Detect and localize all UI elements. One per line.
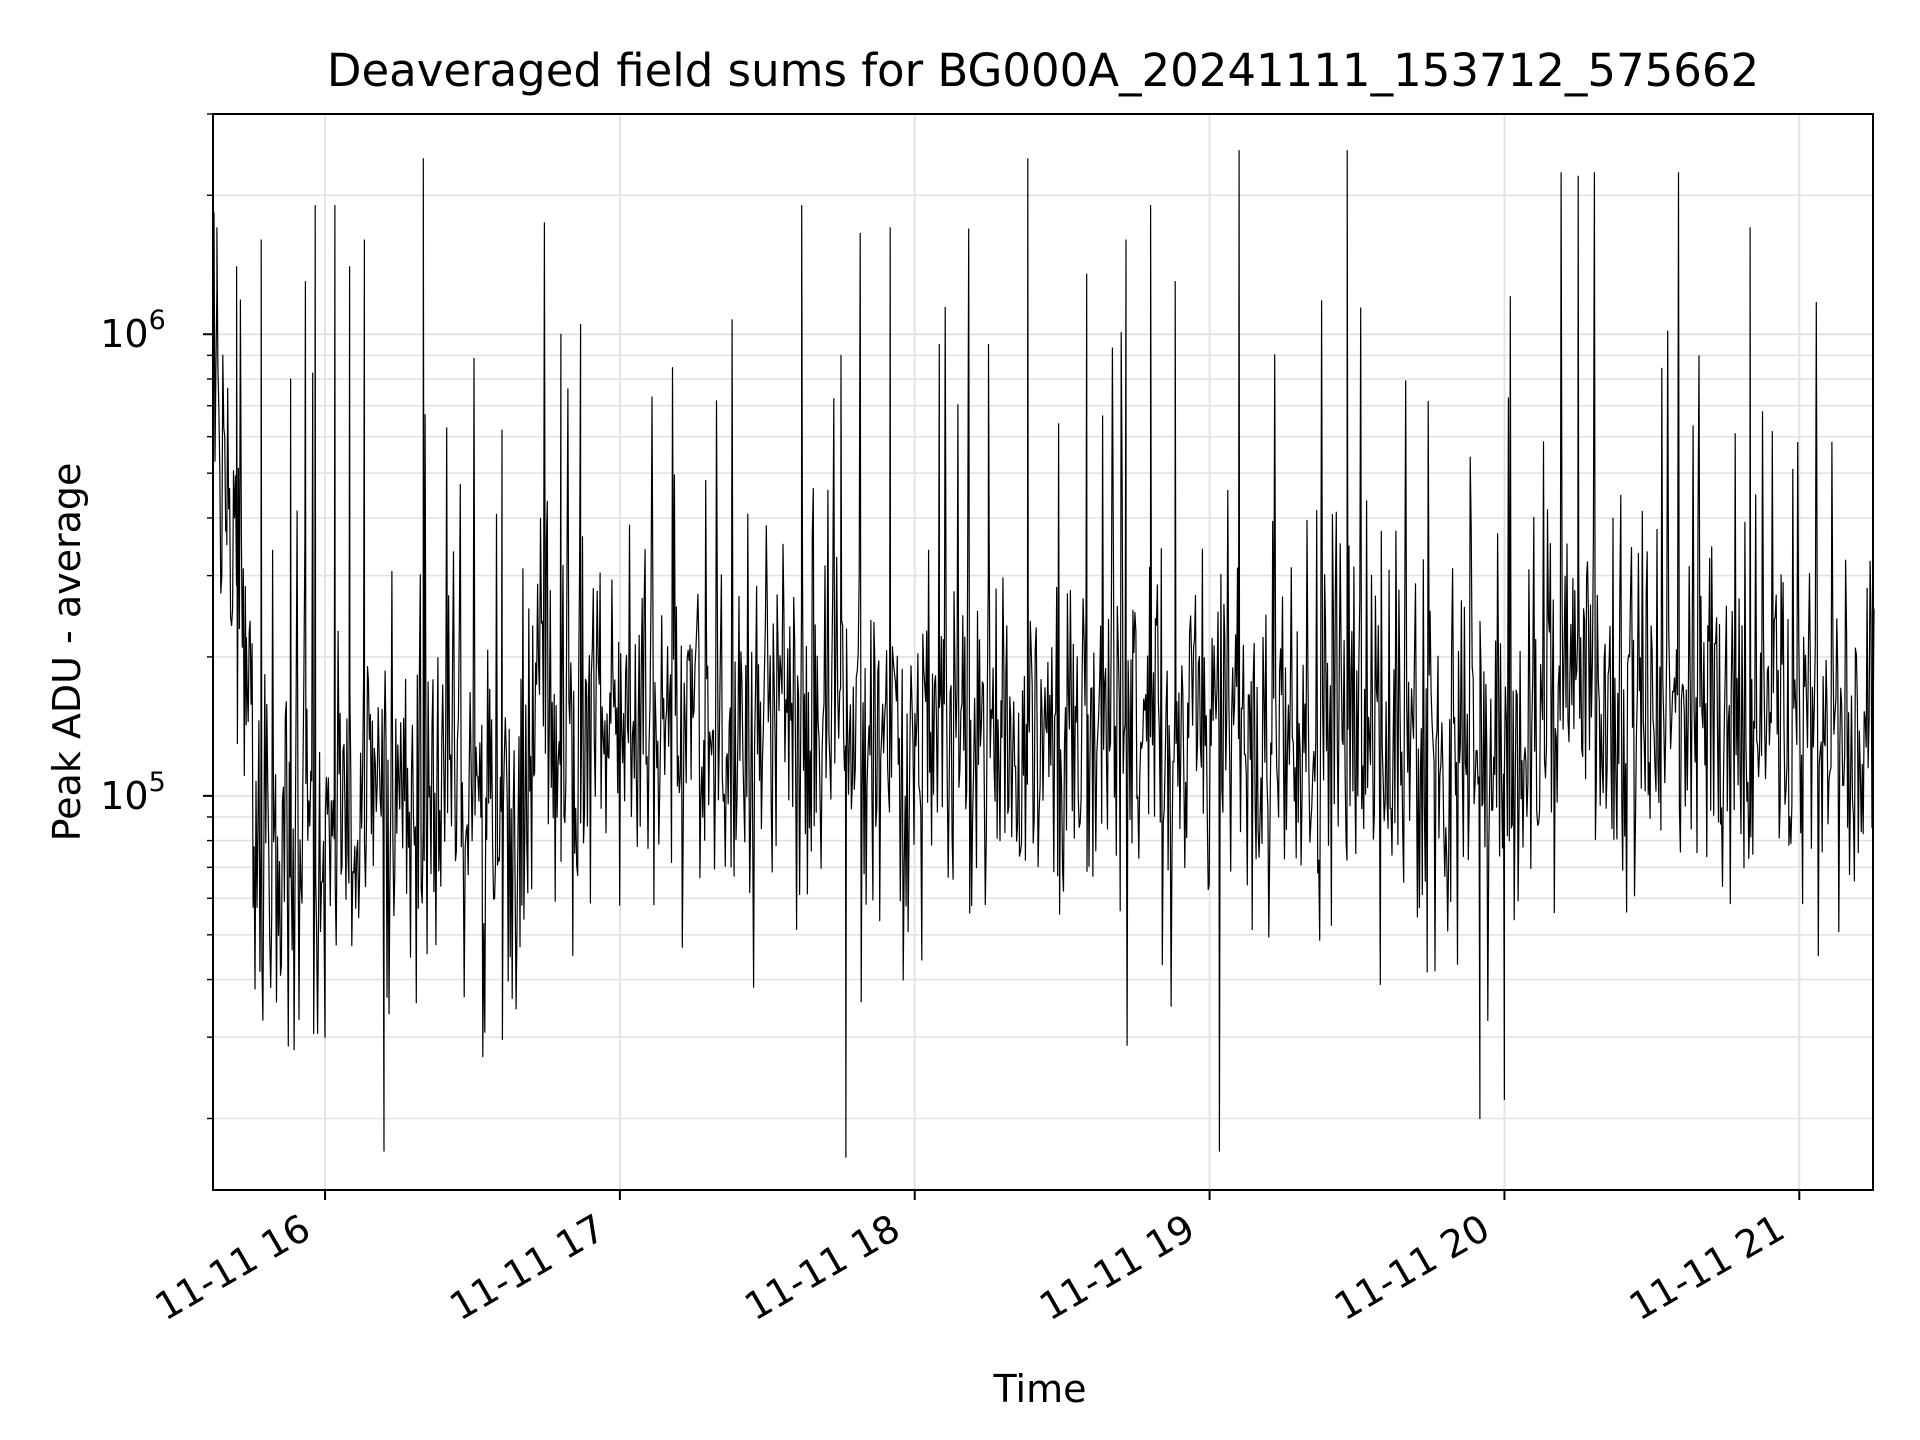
y-tick-base: 10: [100, 774, 148, 818]
y-tick-exponent: 6: [149, 305, 166, 336]
series-line: [212, 150, 1875, 1158]
chart-title: Deaveraged field sums for BG000A_2024111…: [327, 44, 1759, 97]
y-tick-base: 10: [100, 312, 148, 356]
y-tick-label: 106: [100, 305, 166, 356]
plot-frame: [212, 113, 1874, 1191]
x-axis-label: Time: [993, 1367, 1087, 1411]
y-tick-exponent: 5: [149, 767, 166, 798]
series-layer: [212, 150, 1875, 1158]
y-tick-label: 105: [100, 767, 166, 818]
y-axis-label: Peak ADU - average: [45, 463, 89, 842]
